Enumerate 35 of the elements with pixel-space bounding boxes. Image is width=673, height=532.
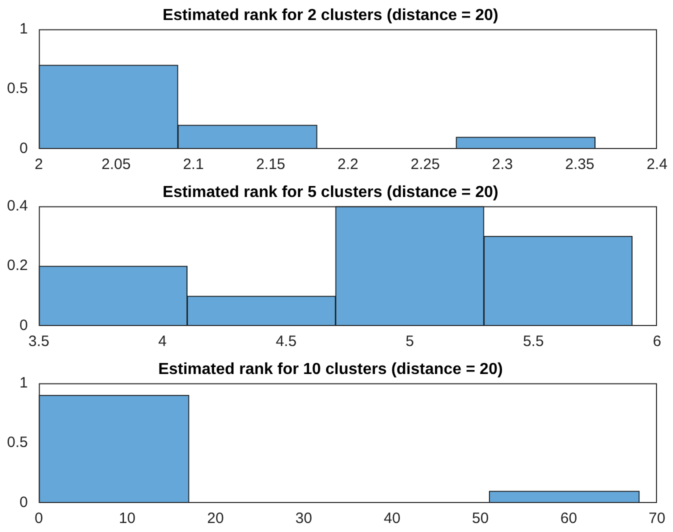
x-tick-label: 30 [295, 510, 312, 528]
y-tick-label: 0.2 [6, 257, 28, 274]
chart-title: Estimated rank for 5 clusters (distance = 20) [162, 184, 498, 202]
x-tick-label: 0 [34, 510, 44, 528]
x-tick-label: 4.5 [276, 333, 297, 350]
x-tick-label: 2.3 [492, 156, 513, 174]
y-tick-label: 1 [20, 374, 28, 392]
x-tick-label: 2.05 [102, 156, 131, 174]
x-tick-label: 20 [207, 510, 224, 528]
x-tick-label: 50 [472, 510, 489, 528]
x-tick-label: 70 [648, 510, 666, 528]
y-tick-label: 0.5 [6, 434, 28, 452]
x-tick-label: 2 [34, 156, 44, 174]
y-tick-label: 0.5 [6, 80, 28, 98]
x-tick-label: 2.4 [646, 156, 668, 174]
x-tick-label: 4 [158, 333, 167, 350]
x-tick-label: 2.2 [337, 156, 358, 174]
x-tick-label: 2.35 [565, 156, 594, 174]
x-tick-label: 2.25 [410, 156, 440, 174]
x-tick-label: 2.1 [182, 156, 204, 174]
x-tick-label: 5 [406, 333, 414, 350]
y-tick-label: 0.4 [6, 197, 28, 214]
y-tick-label: 1 [20, 20, 28, 38]
x-tick-label: 60 [560, 510, 578, 528]
x-tick-label: 6 [652, 333, 662, 350]
x-tick-label: 3.5 [28, 333, 50, 350]
y-tick-label: 0 [20, 140, 28, 158]
y-tick-label: 0 [20, 494, 28, 512]
chart-title: Estimated rank for 10 clusters (distance = 20) [158, 361, 503, 378]
x-tick-label: 10 [118, 510, 136, 528]
x-tick-label: 2.15 [256, 156, 286, 174]
chart-title: Estimated rank for 2 clusters (distance = 20) [162, 7, 498, 24]
x-tick-label: 40 [384, 510, 400, 528]
y-tick-label: 0 [20, 317, 28, 334]
x-tick-label: 5.5 [522, 333, 544, 350]
